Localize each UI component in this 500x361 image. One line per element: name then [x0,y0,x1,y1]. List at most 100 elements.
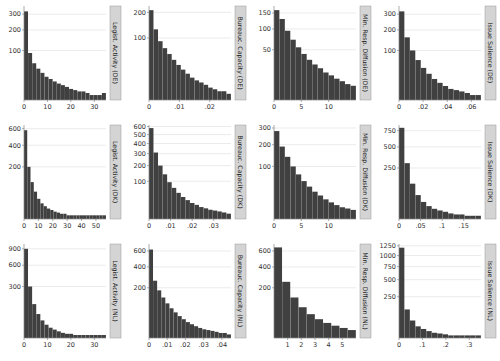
y-tick [147,287,149,288]
bar [86,215,89,219]
y-tick-label: 1000 [379,252,396,260]
bar [459,335,464,338]
x-tick-label: 3 [313,341,317,349]
x-tick-label: .1 [419,341,425,349]
bar [290,297,298,338]
bar [199,207,203,219]
bar [279,147,284,219]
bar [40,73,44,100]
bar [312,192,317,219]
x-tick-label: 30 [90,103,98,111]
x-axis [149,338,231,339]
bar [307,314,315,338]
bars [149,128,231,219]
bar [217,211,221,219]
bar [448,335,453,338]
bar [149,128,153,219]
panel-label-box [485,6,496,100]
bars [274,10,356,100]
y-axis [399,125,400,219]
y-tick-label: 200 [134,284,146,292]
y-tick [147,12,149,13]
panel-label-box [235,6,246,100]
bar [351,86,356,100]
bar [426,74,431,100]
bar [57,213,60,219]
bar [57,84,61,100]
y-tick [397,168,399,169]
x-tick [399,338,400,340]
bar [67,215,70,219]
grid-line [274,250,356,251]
y-tick-label: 300 [134,150,146,158]
bar [213,89,217,100]
x-tick [24,100,25,102]
x-tick [47,100,48,102]
bar [45,325,49,338]
bar [198,328,202,338]
y-tick [147,181,149,182]
panel-label-box [235,244,246,338]
bar [90,215,93,219]
panel-label-box [360,6,371,100]
grid-line [24,265,106,266]
grid-line [399,245,481,246]
bar [465,335,470,338]
y-tick-label: 100 [384,47,396,55]
bar [410,184,415,219]
bar [154,153,158,219]
bar [290,40,295,100]
grid-line [149,12,231,13]
bar [222,212,226,219]
bar [80,215,83,219]
grid-line [24,128,106,129]
bar [73,335,77,338]
y-tick [22,50,24,51]
bar [459,91,464,100]
y-tick-label: 500 [384,143,396,151]
bar [415,60,420,100]
y-axis [24,125,25,219]
y-tick [22,29,24,30]
bar [161,297,165,338]
bar [69,89,73,100]
bar [76,215,79,219]
x-tick [328,338,329,340]
x-tick [47,338,48,340]
bar [60,214,63,219]
bar [348,330,356,338]
y-tick-label: 500 [384,276,396,284]
bar [345,84,350,100]
bar [94,335,98,338]
panel-label-box [110,244,121,338]
x-tick [274,100,275,102]
x-tick-label: 30 [63,222,71,230]
bar [163,174,167,219]
y-tick-label: 400 [134,140,146,148]
x-tick [328,100,329,102]
y-tick [147,165,149,166]
bar [432,79,437,100]
x-tick [399,100,400,102]
panel: 1002003004005006000.01.02.03Bureauc. Cap… [134,123,246,230]
bar [404,309,409,338]
grid-line [24,145,106,146]
x-tick-label: 0 [397,341,401,349]
x-axis [149,100,231,101]
bar [154,29,158,100]
x-tick-label: .01 [162,341,172,349]
x-tick [81,219,82,221]
x-tick [52,219,53,221]
bar [345,208,350,219]
x-tick [209,100,210,102]
bar [448,213,453,219]
y-tick-label: 400 [9,142,21,150]
bar [167,182,171,219]
x-tick-label: 10 [325,103,333,111]
y-tick-label: 600 [9,261,21,269]
panel-title: Min. Resp. Diffusion (NL) [361,252,369,329]
x-axis [24,100,106,101]
y-tick [272,166,274,167]
x-tick-label: .2 [443,341,449,349]
x-tick [185,338,186,340]
